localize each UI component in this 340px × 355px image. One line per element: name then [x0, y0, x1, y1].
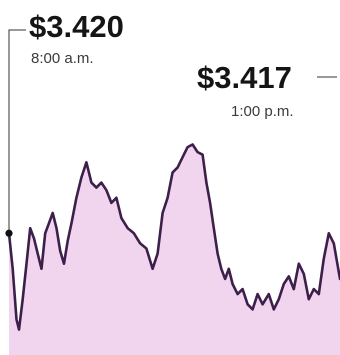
- price-line: [7, 143, 340, 331]
- start-point-marker: [5, 229, 13, 237]
- start-price-label: $3.420: [29, 9, 124, 44]
- start-leader-line: [8, 29, 26, 234]
- price-area-fill: [9, 144, 340, 355]
- callout-price-label: $3.417: [197, 60, 292, 95]
- callout-time-label: 1:00 p.m.: [231, 103, 294, 120]
- start-time-label: 8:00 a.m.: [31, 50, 94, 67]
